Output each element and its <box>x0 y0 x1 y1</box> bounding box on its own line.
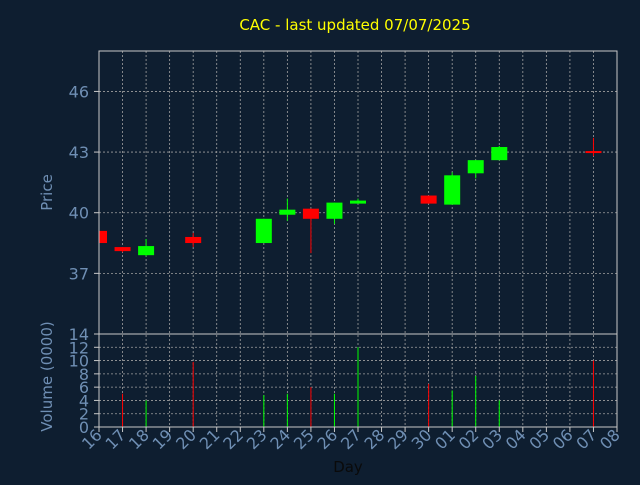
volume-axis-label: Volume (0000) <box>38 321 56 431</box>
candle-body <box>279 209 296 215</box>
candle-body <box>350 200 366 204</box>
volume-tick-label: 14 <box>69 325 89 344</box>
chart-title: CAC - last updated 07/07/2025 <box>239 16 470 34</box>
volume-tick-label: 6 <box>79 378 89 397</box>
candle-body <box>467 160 484 174</box>
price-tick-label: 40 <box>69 204 89 223</box>
candle-body <box>138 246 155 256</box>
candle-body <box>255 218 272 244</box>
x-tick-label: 08 <box>596 425 624 453</box>
candle-body <box>302 208 319 219</box>
price-tick-label: 43 <box>69 143 89 162</box>
candle-body <box>444 175 461 205</box>
x-axis-label: Day <box>333 458 363 476</box>
price-axis-label: Price <box>38 174 56 211</box>
candle-body <box>185 236 202 244</box>
candle-body <box>491 147 508 161</box>
candle-body <box>326 202 343 219</box>
candle-body <box>99 230 107 244</box>
volume-tick-label: 10 <box>69 352 89 371</box>
price-tick-label: 37 <box>69 264 89 283</box>
marks <box>98 137 602 427</box>
volume-tick-label: 2 <box>79 405 89 424</box>
volume-tick-label: 0 <box>79 418 89 437</box>
candle-body <box>420 195 437 204</box>
volume-tick-label: 4 <box>79 391 89 410</box>
candle-body <box>114 247 131 252</box>
candle-body <box>585 151 602 154</box>
volume-panel-frame <box>98 333 618 428</box>
volume-tick-label: 12 <box>69 338 89 357</box>
price-tick-label: 46 <box>69 82 89 101</box>
volume-tick-label: 8 <box>79 365 89 384</box>
